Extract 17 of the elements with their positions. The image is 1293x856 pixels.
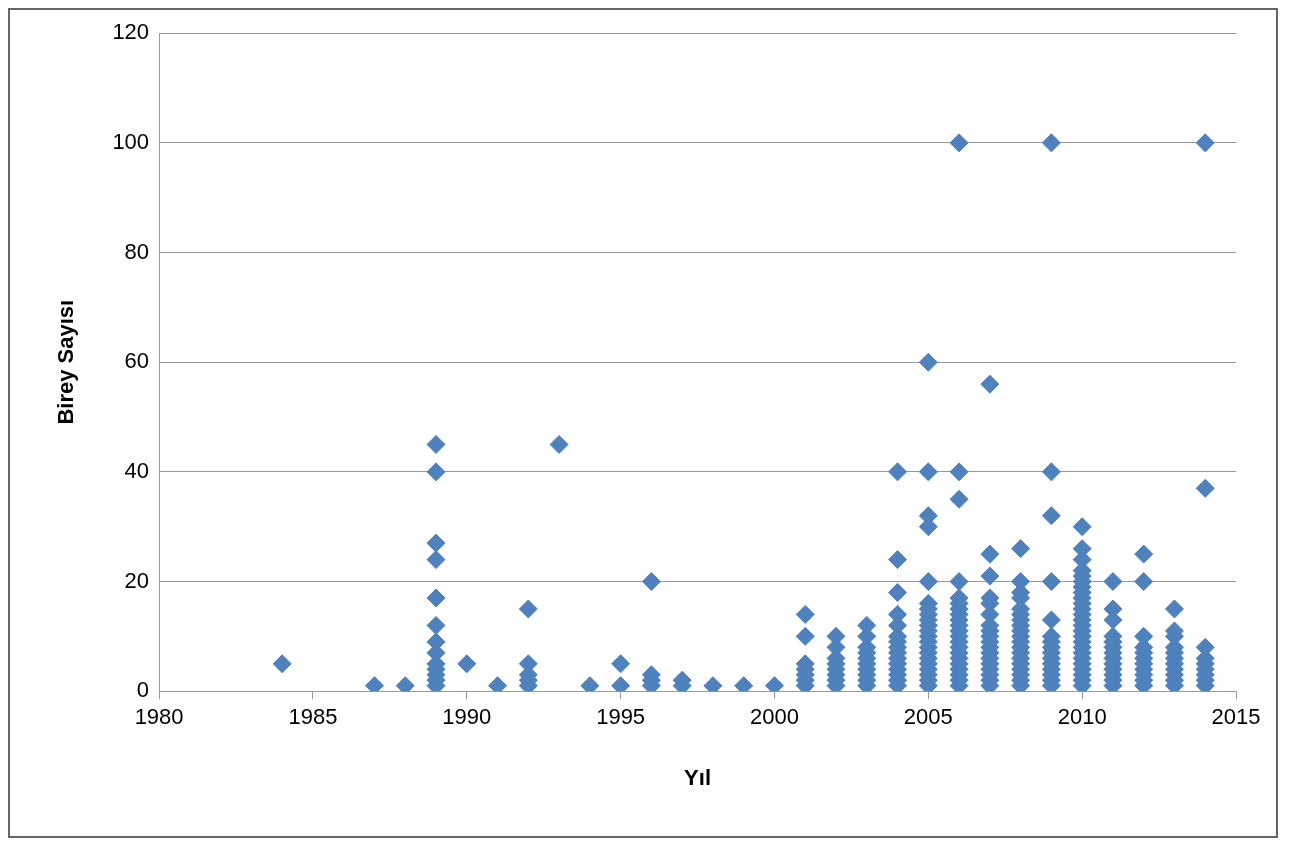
x-tick-label: 1995 — [596, 704, 646, 730]
y-tick-label: 40 — [124, 457, 150, 483]
y-tick-label: 0 — [136, 677, 150, 703]
x-tick-label: 2005 — [903, 704, 953, 730]
y-axis-title: Birey Sayısı — [53, 299, 79, 425]
x-tick-label: 1985 — [288, 704, 338, 730]
x-tick-label: 2000 — [750, 704, 799, 730]
x-axis-title: Yıl — [684, 764, 712, 790]
y-tick-label: 20 — [124, 567, 150, 593]
x-tick-label: 2010 — [1057, 704, 1107, 730]
y-tick-label: 100 — [112, 128, 150, 154]
y-tick-label: 120 — [112, 19, 150, 45]
x-tick-label: 1990 — [442, 704, 492, 730]
x-tick-label: 1980 — [134, 704, 184, 730]
y-tick-label: 60 — [124, 348, 150, 374]
y-tick-label: 80 — [124, 238, 150, 264]
x-tick-label: 2015 — [1211, 704, 1261, 730]
